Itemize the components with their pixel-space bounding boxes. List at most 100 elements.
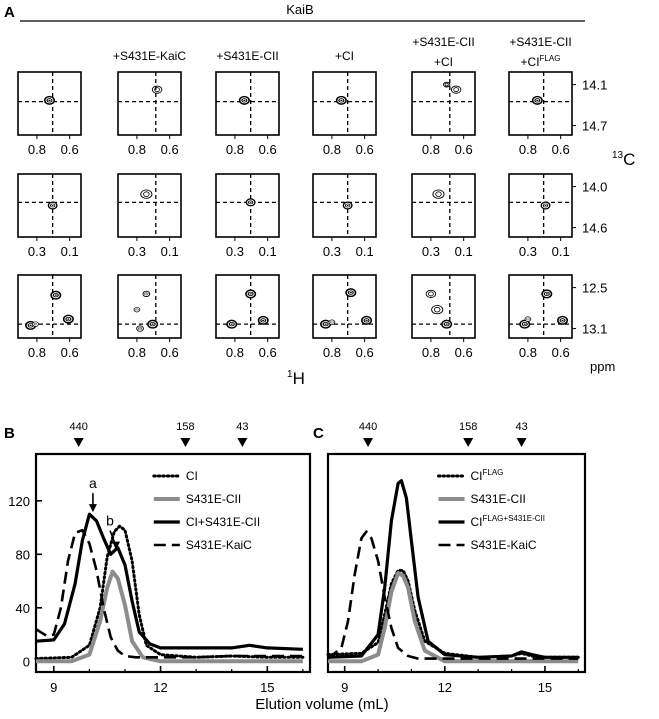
- spectrum-box-r0-c2: [215, 71, 280, 136]
- panel-c: C 9 12 15 440 158 43 CIFLAG S431E-CII CIFLAG+S43…: [313, 421, 587, 695]
- x-tick-label: 0.1: [455, 244, 473, 259]
- peak-contour: [47, 201, 58, 210]
- condition-label-5-1: +CIFLAG: [521, 54, 561, 69]
- peak-contour: [151, 85, 163, 94]
- mw-marker-arrow: [237, 438, 248, 447]
- x-tick-label: 0.8: [323, 345, 341, 360]
- x-tick-label: 0.3: [422, 244, 440, 259]
- spectrum-box-r1-c4: [411, 173, 476, 238]
- peak-contour: [441, 319, 453, 329]
- condition-label-4-0: +S431E-CII: [412, 35, 474, 49]
- x-tick-label: 0.6: [552, 142, 570, 157]
- peak-contour: [136, 325, 144, 332]
- x-tick-label: 0.8: [519, 345, 537, 360]
- nmr-spectra-grid: +S431E-KaiC +S431E-CII +CI +S431E-CII +CI +S4…: [17, 35, 635, 388]
- ppm-unit-label: ppm: [590, 359, 615, 374]
- mw-marker-arrow: [463, 438, 474, 447]
- peak-contour: [257, 315, 269, 325]
- series-line-1: [36, 569, 303, 664]
- x-tick-label: 0.6: [259, 142, 277, 157]
- mw-marker-arrow: [73, 438, 84, 447]
- peak-contour: [32, 321, 39, 327]
- y-tick-label: 13.1: [582, 322, 607, 337]
- peak-contour: [50, 290, 62, 300]
- x-tick-label: 0.1: [161, 244, 179, 259]
- peak-contour: [147, 319, 159, 329]
- spectrum-box-r2-c0: [17, 274, 82, 339]
- legend-label-0: CI: [186, 469, 198, 483]
- series-line-2: [327, 479, 579, 659]
- x-tick-label: 0.1: [259, 244, 277, 259]
- x-tick-label: 0.8: [128, 345, 146, 360]
- panel-b: B 9121504080120A280 (mAU)44015843abCIS43…: [4, 421, 312, 695]
- x-tick-label: 15: [538, 680, 552, 695]
- legend-label-3: S431E-KaiC: [471, 538, 537, 552]
- kaib-label: KaiB: [286, 2, 313, 17]
- x-tick-label: 15: [260, 680, 274, 695]
- mw-marker-label: 43: [236, 421, 248, 433]
- x-tick-label: 0.6: [356, 345, 374, 360]
- peak-contour: [245, 289, 257, 299]
- y-tick-label: 14.1: [582, 78, 607, 93]
- series-line-2: [35, 512, 303, 651]
- peak-contour: [425, 289, 437, 298]
- chart-b: 9121504080120A280 (mAU)44015843abCIS431E…: [8, 421, 312, 695]
- peak-contour: [541, 289, 553, 299]
- series-line-3: [327, 530, 579, 660]
- x-tick-label: 0.8: [226, 142, 244, 157]
- mw-marker-arrow: [180, 438, 191, 447]
- y-tick-label: 0: [23, 654, 30, 669]
- spectrum-box-r2-c3: [312, 274, 377, 339]
- spectrum-box-r2-c5: [508, 274, 573, 339]
- mw-marker-label: 158: [459, 421, 477, 433]
- plot-frame: [34, 452, 312, 674]
- peak-contour: [442, 81, 451, 88]
- spectrum-box-r0-c4: [411, 71, 476, 136]
- spectrum-box-r0-c0: [17, 71, 82, 136]
- chart-c: 9 12 15 440 158 43 CIFLAG S431E-CII CIFLAG+S431E…: [326, 421, 587, 695]
- peak-contour: [431, 304, 444, 315]
- condition-label-1-0: +S431E-KaiC: [113, 49, 186, 63]
- peak-contour: [62, 314, 74, 324]
- mw-marker-arrow: [363, 438, 374, 447]
- peak-annotation-b: b: [106, 513, 114, 529]
- x-tick-label: 0.8: [422, 142, 440, 157]
- x-nucleus-label: 1H: [287, 369, 305, 388]
- x-tick-label: 0.6: [455, 345, 473, 360]
- x-tick-label: 0.3: [519, 244, 537, 259]
- peak-contour: [44, 95, 55, 105]
- legend-label-2: CIFLAG+S431E-CII: [471, 514, 545, 529]
- spectrum-box-r2-c2: [215, 274, 280, 339]
- series-line-1: [328, 571, 579, 664]
- peak-contour: [245, 198, 256, 207]
- x-tick-label: 0.8: [128, 142, 146, 157]
- peak-contour: [531, 95, 543, 105]
- spectrum-box-r1-c0: [17, 173, 82, 238]
- x-tick-label: 0.1: [356, 244, 374, 259]
- peak-contour: [226, 319, 238, 329]
- x-tick-label: 0.6: [161, 345, 179, 360]
- y-tick-label: 14.0: [582, 180, 607, 195]
- legend-label-3: S431E-KaiC: [186, 538, 252, 552]
- panel-c-letter: C: [313, 425, 324, 442]
- x-tick-label: 0.3: [226, 244, 244, 259]
- y-tick-label: 40: [16, 601, 30, 616]
- peak-contour: [524, 316, 532, 322]
- x-tick-label: 0.3: [323, 244, 341, 259]
- spectrum-box-r2-c4: [411, 274, 476, 339]
- y-tick-label: 12.5: [582, 281, 607, 296]
- mw-marker-label: 158: [176, 421, 194, 433]
- legend-label-1: S431E-CII: [186, 492, 241, 506]
- peak-contour: [142, 290, 151, 298]
- peak-contour: [345, 288, 357, 298]
- peak-contour: [450, 85, 462, 94]
- series-line-0: [326, 568, 580, 659]
- spectrum-box-r0-c3: [312, 71, 377, 136]
- condition-label-2-0: +S431E-CII: [216, 49, 278, 63]
- condition-label-4-1: +CI: [434, 55, 453, 69]
- peak-contour: [432, 189, 445, 199]
- series-line-3: [35, 528, 303, 659]
- peak-contour: [328, 319, 336, 325]
- x-tick-label: 0.6: [356, 142, 374, 157]
